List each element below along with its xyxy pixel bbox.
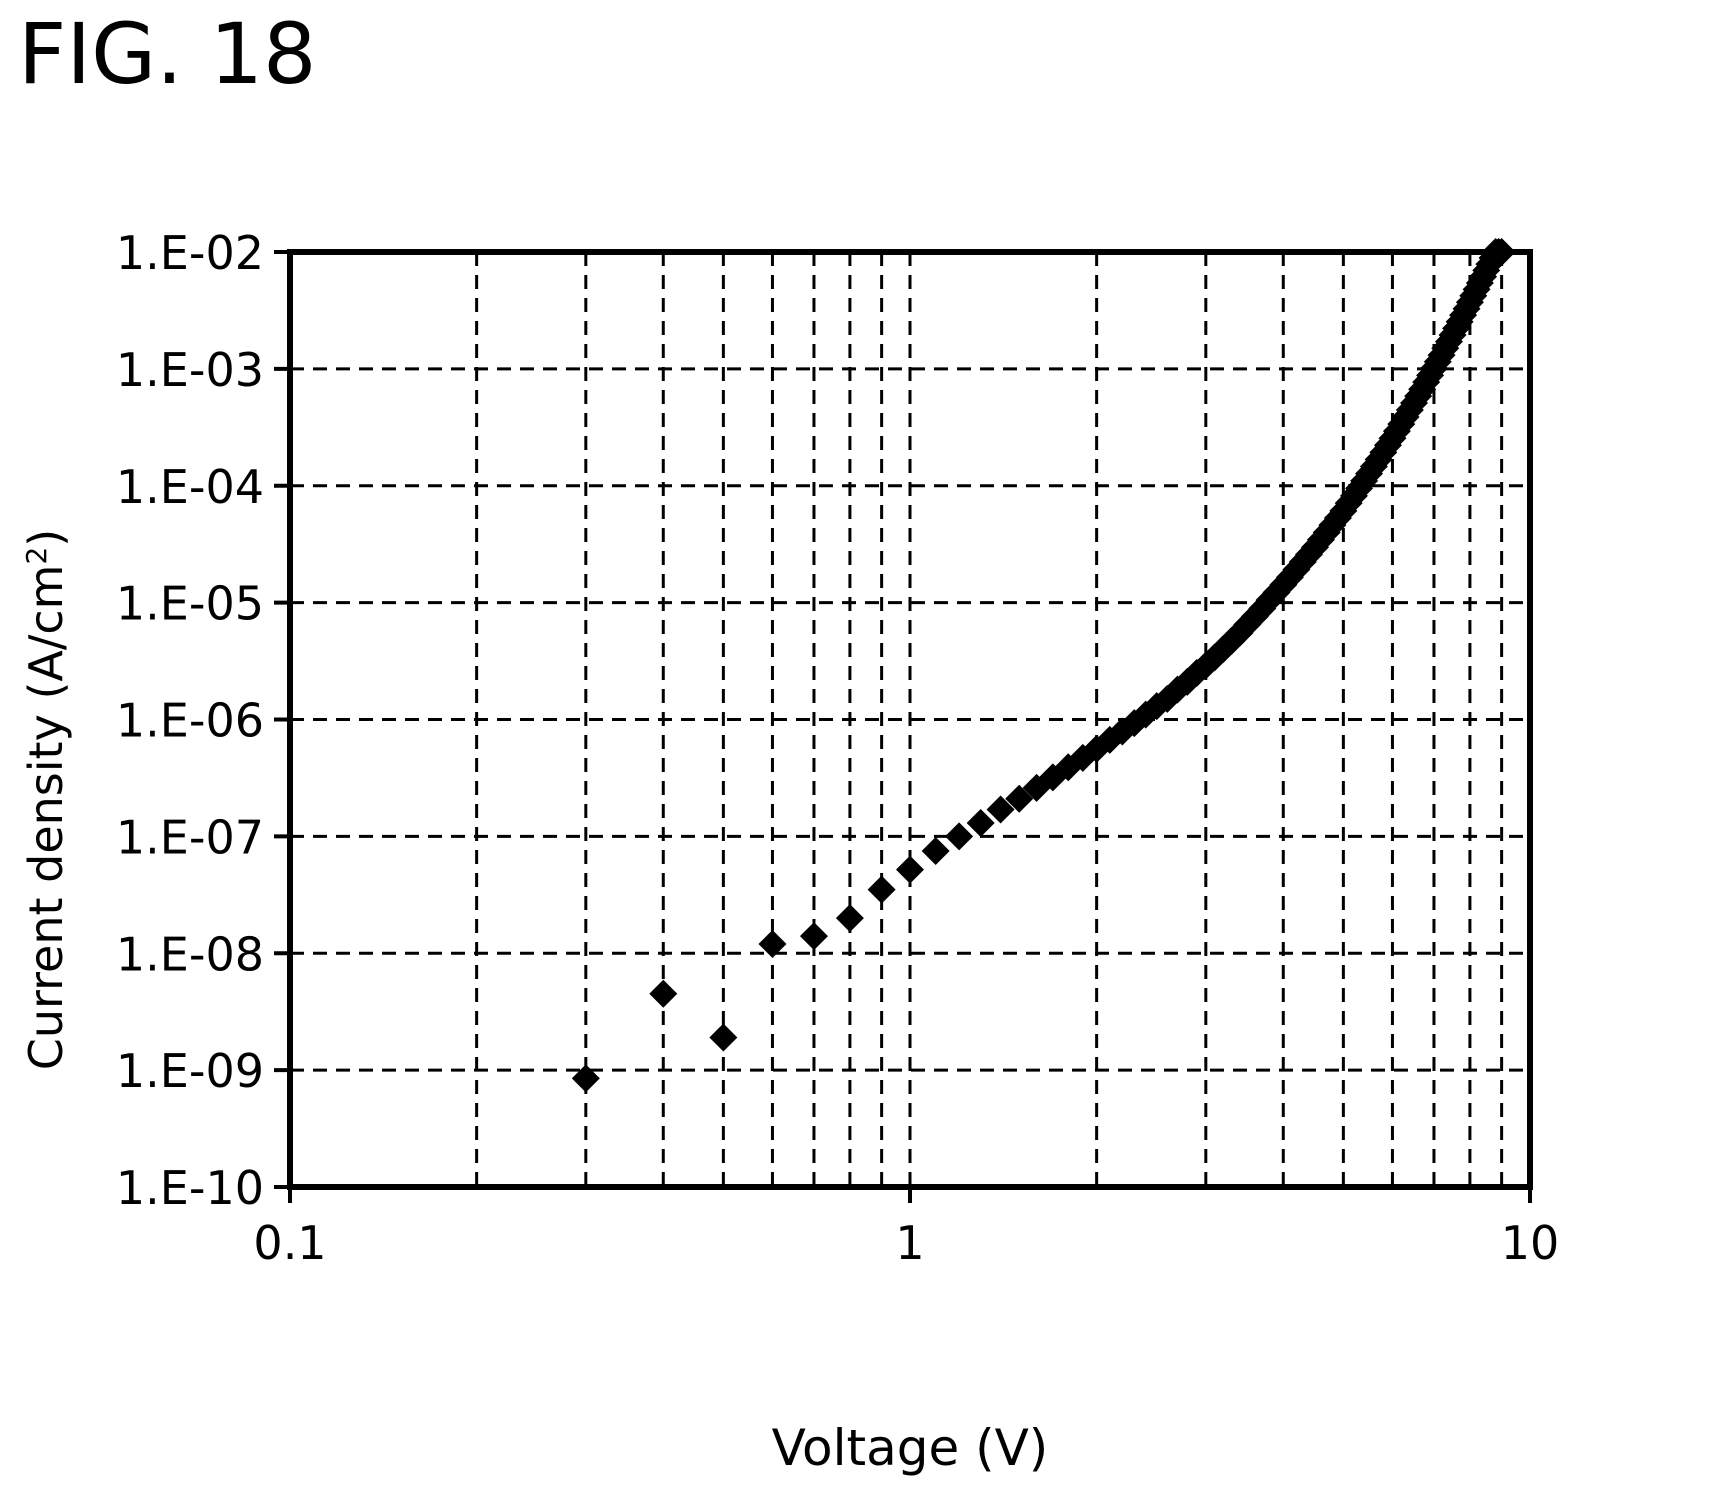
y-axis-label-superscript: 2 xyxy=(20,547,53,565)
data-point xyxy=(758,929,787,958)
y-tick-label: 1.E-09 xyxy=(116,1044,264,1098)
data-point xyxy=(1005,784,1034,813)
x-tick-label: 10 xyxy=(1501,1216,1560,1270)
grid-lines xyxy=(290,252,1530,1187)
data-point xyxy=(966,809,995,838)
y-tick-label: 1.E-02 xyxy=(116,226,264,280)
data-point xyxy=(649,979,678,1008)
axis-ticks xyxy=(274,250,1532,1203)
data-points xyxy=(571,238,1516,1093)
y-tick-label: 1.E-06 xyxy=(116,694,264,748)
y-axis-label-main: Current density (A/cm xyxy=(19,565,73,1071)
data-point xyxy=(799,922,828,951)
y-tick-label: 1.E-10 xyxy=(116,1161,264,1215)
y-tick-label: 1.E-03 xyxy=(116,343,264,397)
tick-labels: 1.E-10 1.E-09 1.E-08 1.E-07 1.E-06 1.E-05 1.E-… xyxy=(116,226,1559,1270)
y-tick-label: 1.E-08 xyxy=(116,927,264,981)
x-axis-label: Voltage (V) xyxy=(772,1419,1049,1477)
figure-label: FIG. 18 xyxy=(18,5,317,103)
y-axis-label: Current density (A/cm2) xyxy=(19,529,73,1070)
data-point xyxy=(867,875,896,904)
data-point xyxy=(921,836,950,865)
data-point xyxy=(896,855,924,884)
data-point xyxy=(986,795,1015,824)
data-point xyxy=(571,1064,600,1093)
y-tick-label: 1.E-05 xyxy=(116,577,264,631)
y-tick-label: 1.E-04 xyxy=(116,460,264,514)
data-point xyxy=(945,822,974,851)
y-tick-label: 1.E-07 xyxy=(116,810,264,864)
x-tick-label: 0.1 xyxy=(253,1216,326,1270)
data-point xyxy=(835,904,864,933)
y-axis-label-close: ) xyxy=(19,529,73,547)
data-point xyxy=(709,1023,738,1052)
x-tick-label: 1 xyxy=(895,1216,924,1270)
